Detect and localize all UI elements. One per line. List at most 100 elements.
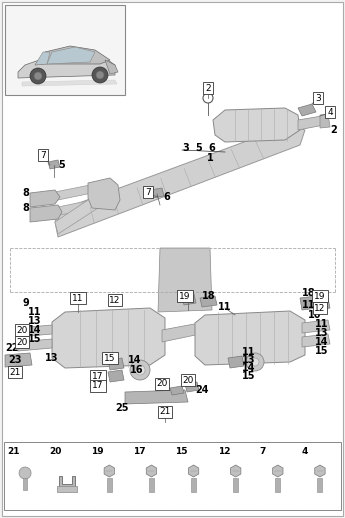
Polygon shape [273, 465, 283, 477]
Text: 16: 16 [130, 365, 144, 375]
Polygon shape [213, 108, 300, 142]
Polygon shape [108, 358, 124, 370]
Text: 11: 11 [315, 319, 328, 329]
Polygon shape [47, 47, 95, 64]
Polygon shape [316, 298, 330, 310]
Polygon shape [302, 320, 330, 333]
Polygon shape [150, 188, 164, 198]
Bar [107, 478, 112, 492]
Text: 25: 25 [115, 403, 128, 413]
Text: 9: 9 [22, 298, 29, 308]
Text: 3: 3 [182, 143, 189, 153]
Text: 14: 14 [128, 355, 141, 365]
Text: 17: 17 [92, 371, 104, 381]
Polygon shape [230, 465, 241, 477]
Text: 13: 13 [315, 328, 328, 338]
Bar [317, 478, 323, 492]
Polygon shape [188, 465, 199, 477]
Text: 11: 11 [28, 307, 41, 317]
Text: 15: 15 [176, 447, 188, 456]
Text: 7: 7 [145, 188, 151, 196]
Circle shape [135, 365, 145, 375]
Text: 4: 4 [327, 108, 333, 117]
Polygon shape [302, 334, 330, 347]
Bar [5, 5, 125, 95]
Polygon shape [182, 294, 196, 305]
Circle shape [251, 358, 259, 366]
Polygon shape [298, 116, 324, 130]
Text: 22: 22 [5, 343, 19, 353]
Polygon shape [55, 125, 305, 237]
Text: 6: 6 [163, 192, 170, 202]
Polygon shape [170, 386, 184, 395]
Circle shape [34, 72, 42, 80]
Text: 19: 19 [314, 292, 326, 300]
Text: 4: 4 [302, 447, 308, 456]
Polygon shape [88, 178, 120, 210]
Polygon shape [104, 465, 115, 477]
Text: 20: 20 [182, 376, 194, 384]
Polygon shape [18, 54, 115, 78]
Text: 12: 12 [314, 304, 326, 312]
Text: 13: 13 [45, 353, 59, 363]
Polygon shape [228, 356, 244, 368]
Polygon shape [315, 465, 325, 477]
Text: 5: 5 [195, 143, 202, 153]
Text: 20: 20 [16, 338, 28, 347]
Polygon shape [18, 325, 52, 337]
Polygon shape [22, 80, 117, 86]
Text: 14: 14 [315, 337, 328, 347]
Polygon shape [58, 200, 94, 215]
Text: 17: 17 [92, 381, 104, 391]
Text: 12: 12 [218, 447, 230, 456]
Circle shape [19, 467, 31, 479]
Bar [233, 478, 238, 492]
Text: 17: 17 [134, 447, 146, 456]
Polygon shape [59, 476, 75, 489]
Bar [4, 442, 341, 510]
Polygon shape [158, 248, 212, 312]
Text: 13: 13 [28, 316, 41, 326]
Bar [275, 478, 280, 492]
Polygon shape [298, 104, 316, 116]
Text: 19: 19 [179, 292, 191, 300]
Text: 3: 3 [315, 94, 321, 103]
Polygon shape [125, 390, 188, 404]
Text: 12: 12 [109, 295, 121, 305]
Polygon shape [55, 185, 92, 200]
Text: 2: 2 [205, 83, 211, 93]
Polygon shape [35, 46, 110, 65]
Text: 23: 23 [8, 355, 21, 365]
Polygon shape [320, 114, 330, 128]
Polygon shape [108, 370, 124, 382]
Text: 11: 11 [242, 347, 256, 357]
Bar [191, 478, 196, 492]
Text: 11: 11 [218, 302, 231, 312]
Bar [149, 478, 154, 492]
Polygon shape [146, 465, 157, 477]
Text: 13: 13 [242, 355, 256, 365]
Polygon shape [18, 339, 52, 351]
Text: 19: 19 [91, 447, 104, 456]
Text: 7: 7 [260, 447, 266, 456]
Polygon shape [48, 160, 60, 169]
Bar [57, 486, 77, 492]
Text: 21: 21 [159, 408, 171, 416]
Circle shape [130, 360, 150, 380]
Text: 18: 18 [302, 288, 316, 298]
Text: 6: 6 [208, 143, 215, 153]
Text: 15: 15 [315, 346, 328, 356]
Polygon shape [52, 308, 165, 368]
Circle shape [246, 353, 264, 371]
Polygon shape [162, 322, 205, 342]
Circle shape [96, 71, 104, 79]
Text: 21: 21 [7, 447, 20, 456]
Circle shape [92, 67, 108, 83]
Text: 14: 14 [28, 325, 41, 335]
Text: 20: 20 [156, 380, 168, 388]
Circle shape [30, 68, 46, 84]
Text: 5: 5 [58, 160, 65, 170]
Polygon shape [55, 182, 118, 234]
Text: 11: 11 [302, 300, 315, 310]
Text: 15: 15 [28, 334, 41, 344]
